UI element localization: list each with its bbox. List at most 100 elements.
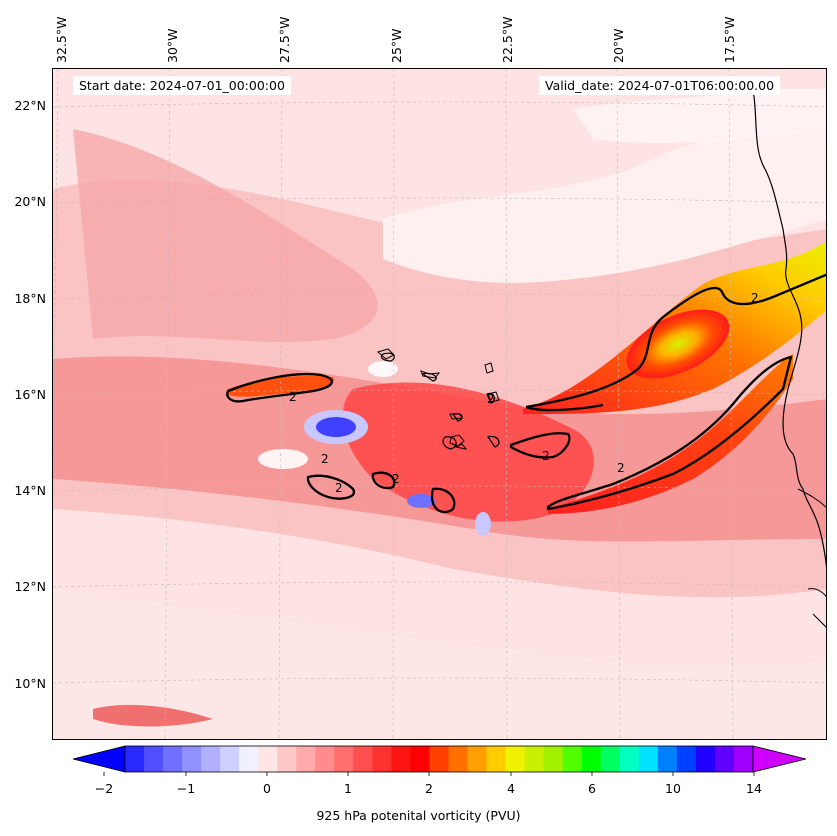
contour-label: 2 [542, 449, 550, 463]
contour-label: 2 [335, 481, 343, 495]
pv-band-lower [548, 354, 793, 514]
colorbar-cell [315, 746, 335, 772]
coastline [807, 588, 826, 598]
pv-low-region [258, 449, 308, 469]
colorbar-cell [448, 746, 469, 772]
lat-label: 16°N [14, 387, 46, 402]
contour-label: 2 [617, 461, 625, 475]
contour-line [226, 373, 333, 403]
start-date-label: Start date: 2024-07-01_00:00:00 [73, 76, 291, 95]
colorbar-cell [220, 746, 240, 772]
contour-line [371, 471, 396, 490]
contour-line [380, 352, 395, 362]
pv-maximum [626, 309, 730, 379]
pv-low-region [368, 361, 398, 377]
contour-line [421, 372, 437, 382]
colorbar-cell [353, 746, 373, 772]
colorbar-cell [695, 746, 716, 772]
colorbar-cell [581, 746, 602, 772]
negative-pv-patch [316, 417, 356, 437]
lat-label: 18°N [14, 291, 46, 306]
lon-label: 25°W [389, 28, 404, 63]
lat-label: 12°N [14, 579, 46, 594]
lat-label: 14°N [14, 483, 46, 498]
map-panel: 2 2 2 2 2 2 2 2 [52, 68, 827, 740]
colorbar-cell [239, 746, 259, 772]
colorbar-cell [562, 746, 583, 772]
lat-label: 20°N [14, 194, 46, 209]
contour-line [509, 432, 571, 459]
colorbar-cell [391, 746, 411, 772]
colorbar-cell [486, 746, 507, 772]
islands [376, 348, 500, 450]
pv-2-contours [226, 273, 826, 514]
colorbar-tick-label: 6 [588, 781, 596, 796]
colorbar-cell [619, 746, 640, 772]
colorbar-cells [72, 745, 807, 773]
colorbar-extend-min [72, 745, 126, 773]
contour-label: 2 [751, 291, 759, 305]
colorbar-cell [182, 746, 202, 772]
colorbar-outline [124, 745, 754, 773]
colorbar-tick-label: 4 [507, 781, 515, 796]
colorbar-cell [467, 746, 488, 772]
contour-line [525, 273, 826, 409]
colorbar-cell [657, 746, 678, 772]
colorbar-cell [429, 746, 450, 772]
pv-field-map: 2 2 2 2 2 2 2 2 [53, 69, 826, 739]
contour-line [546, 355, 793, 511]
colorbar-cell [676, 746, 697, 772]
colorbar-tick-label: 10 [665, 781, 681, 796]
contour-line [525, 403, 604, 412]
colorbar-cell [714, 746, 735, 772]
lon-label: 20°W [611, 28, 626, 63]
colorbar-cell [638, 746, 659, 772]
colorbar-tick-label: −2 [94, 781, 114, 796]
colorbar-cell [201, 746, 221, 772]
pv-low-region [573, 89, 826, 144]
pv-patch [93, 704, 213, 727]
pv-low-region [53, 589, 826, 739]
colorbar-extend-max [752, 745, 807, 773]
colorbar-cell [144, 746, 164, 772]
colorbar-tick-label: 0 [263, 781, 271, 796]
pv-core-center [342, 382, 594, 522]
lon-label: 32.5°W [54, 16, 69, 63]
colorbar-cell [334, 746, 354, 772]
lon-label: 22.5°W [500, 16, 515, 63]
colorbar-ticks [103, 772, 755, 776]
colorbar-tick-label: 2 [425, 781, 433, 796]
colorbar-cell [163, 746, 183, 772]
contour-label: 2 [392, 472, 400, 486]
colorbar-tick-label: 14 [746, 781, 762, 796]
lon-label: 27.5°W [277, 16, 292, 63]
contour-label: 2 [487, 392, 495, 406]
colorbar-cell [258, 746, 278, 772]
colorbar-tick-label: 1 [344, 781, 352, 796]
pv-low-region [383, 129, 826, 283]
colorbar-cell [600, 746, 621, 772]
contour-labels: 2 2 2 2 2 2 2 2 [289, 291, 759, 495]
contour-line [442, 436, 457, 450]
contour-line [487, 435, 500, 448]
lon-label: 30°W [165, 28, 180, 63]
contour-line [430, 487, 456, 514]
contour-label: 2 [289, 390, 297, 404]
coastline [752, 88, 826, 568]
pv-patch [228, 375, 334, 397]
valid-date-label: Valid_date: 2024-07-01T06:00:00.00 [539, 76, 781, 95]
colorbar-label: 925 hPa potenital vorticity (PVU) [316, 808, 521, 823]
negative-pv-patch [407, 494, 435, 508]
colorbar [72, 745, 807, 776]
colorbar-tick-label: −1 [176, 781, 196, 796]
lon-label: 17.5°W [722, 16, 737, 63]
contour-label: 2 [321, 452, 329, 466]
colorbar-cell [372, 746, 392, 772]
colorbar-cell [505, 746, 526, 772]
colorbar-cell [543, 746, 564, 772]
colorbar-cell [296, 746, 316, 772]
contour-line [306, 474, 356, 500]
coastline [797, 488, 826, 508]
colorbar-cell [125, 746, 145, 772]
colorbar-cell [524, 746, 545, 772]
